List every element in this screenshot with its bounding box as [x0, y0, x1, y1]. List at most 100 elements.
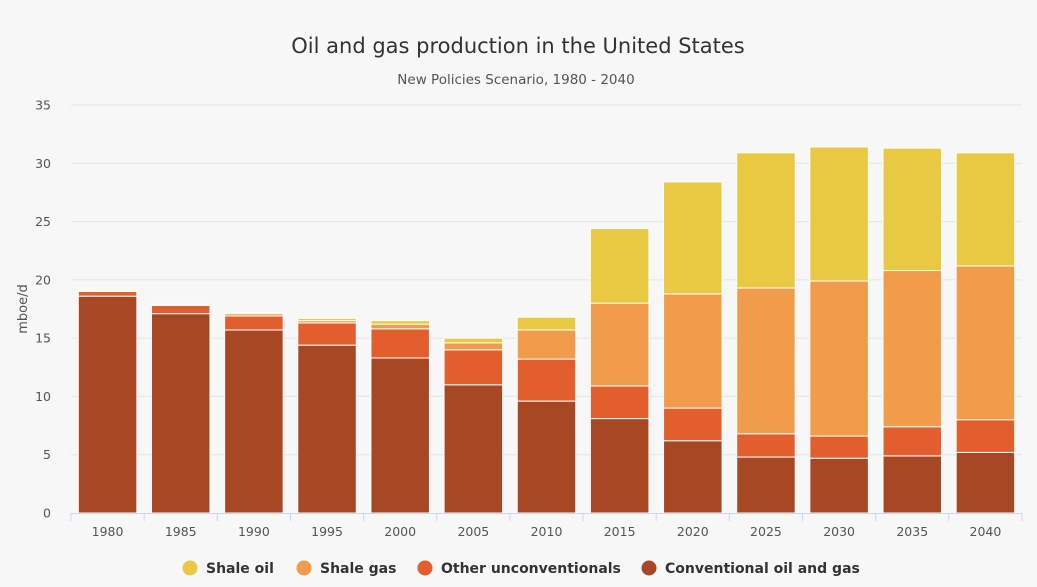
legend-label: Conventional oil and gas	[665, 561, 860, 577]
bar-segment[interactable]	[955, 152, 1016, 267]
bar-group-1985	[150, 302, 211, 514]
bar-segment[interactable]	[809, 280, 869, 437]
legend-swatch	[182, 560, 198, 576]
bar-segment[interactable]	[443, 342, 504, 351]
bar-segment[interactable]	[77, 288, 138, 291]
x-tick-label: 1980	[92, 524, 124, 539]
bar-segment[interactable]	[882, 270, 943, 428]
bar-segment[interactable]	[589, 385, 650, 420]
legend-label: Shale gas	[320, 561, 396, 577]
bar-segment[interactable]	[516, 358, 577, 402]
bar-segment[interactable]	[370, 357, 430, 514]
legend-item[interactable]: Other unconventionals	[417, 560, 621, 578]
legend[interactable]: Shale oil Shale gas Other unconventionals C…	[182, 560, 860, 578]
bar-segment[interactable]	[663, 407, 723, 442]
y-tick-label: 15	[35, 331, 51, 346]
bar-group-2025	[736, 152, 796, 514]
bar-segment[interactable]	[589, 302, 650, 387]
bar-segment[interactable]	[516, 400, 577, 514]
x-tick-label: 1995	[311, 524, 343, 539]
chart-subtitle: New Policies Scenario, 1980 - 2040	[397, 72, 634, 88]
bar-segment[interactable]	[224, 329, 284, 514]
y-tick-label: 5	[43, 447, 51, 462]
bar-group-1980	[77, 288, 138, 514]
bar-group-2000	[370, 320, 430, 514]
x-tick-label: 2030	[823, 524, 855, 539]
bar-group-1990	[224, 311, 284, 514]
bar-segment[interactable]	[443, 349, 504, 386]
y-tick-label: 0	[43, 506, 51, 521]
bar-group-2015	[589, 228, 650, 514]
bar-segment[interactable]	[224, 311, 284, 315]
bar-group-2040	[955, 152, 1016, 514]
bar-segment[interactable]	[589, 228, 650, 304]
bar-segment[interactable]	[589, 418, 650, 514]
bar-segment[interactable]	[882, 455, 943, 514]
x-axis	[70, 513, 1023, 521]
legend-item[interactable]: Conventional oil and gas	[641, 560, 860, 578]
y-tick-label: 20	[35, 272, 51, 287]
x-tick-label: 2005	[457, 524, 489, 539]
bar-segment[interactable]	[809, 435, 869, 459]
bar-group-2005	[443, 337, 504, 514]
x-tick-label: 2010	[531, 524, 563, 539]
legend-swatch	[296, 560, 312, 576]
legend-item[interactable]: Shale gas	[296, 560, 397, 578]
y-tick-label: 30	[35, 156, 51, 171]
bar-segment[interactable]	[443, 384, 504, 514]
bar-segment[interactable]	[150, 305, 211, 315]
bar-segment[interactable]	[882, 147, 943, 272]
bar-group-2010	[516, 316, 577, 514]
bar-segment[interactable]	[224, 315, 284, 331]
bar-segment[interactable]	[77, 291, 138, 297]
bar-segment[interactable]	[516, 316, 577, 331]
x-axis-ticks: 1980 1985 1990 1995 2000 2005 2010 2015 2020 2025…	[92, 524, 1002, 539]
y-tick-label: 25	[35, 214, 51, 229]
bar-segment[interactable]	[955, 419, 1016, 453]
x-tick-label: 2015	[604, 524, 636, 539]
bar-segment[interactable]	[736, 152, 796, 289]
bar-segment[interactable]	[955, 451, 1016, 514]
bar-segment[interactable]	[736, 433, 796, 458]
legend-label: Shale oil	[206, 561, 274, 577]
x-tick-label: 1990	[238, 524, 270, 539]
bar-segment[interactable]	[809, 146, 869, 282]
bar-segment[interactable]	[809, 457, 869, 514]
bar-segment[interactable]	[736, 287, 796, 435]
chart-title: Oil and gas production in the United Sta…	[291, 34, 744, 58]
y-tick-label: 35	[35, 98, 51, 113]
bar-segment[interactable]	[663, 440, 723, 514]
x-tick-label: 1985	[165, 524, 197, 539]
bar-group-1995	[297, 317, 357, 514]
bar-segment[interactable]	[150, 313, 211, 514]
y-axis-title: mboe/d	[16, 284, 31, 334]
legend-label: Other unconventionals	[441, 561, 621, 577]
legend-item[interactable]: Shale oil	[182, 560, 274, 578]
bar-segment[interactable]	[370, 323, 430, 330]
bar-segment[interactable]	[77, 295, 138, 514]
bar-segment[interactable]	[150, 302, 211, 305]
bar-segment[interactable]	[663, 181, 723, 295]
legend-swatch	[641, 560, 657, 576]
bar-segment[interactable]	[443, 337, 504, 344]
bar-segment[interactable]	[955, 265, 1016, 421]
x-tick-label: 2000	[384, 524, 416, 539]
bar-segment[interactable]	[736, 456, 796, 514]
bar-segment[interactable]	[882, 426, 943, 457]
bar-group-2030	[809, 146, 869, 514]
bar-segment[interactable]	[516, 329, 577, 360]
bar-segment[interactable]	[663, 293, 723, 409]
bars	[77, 146, 1016, 514]
y-tick-label: 10	[35, 389, 51, 404]
x-tick-label: 2025	[750, 524, 782, 539]
x-tick-label: 2020	[677, 524, 709, 539]
bar-segment[interactable]	[370, 320, 430, 325]
bar-segment[interactable]	[297, 322, 357, 346]
bar-segment[interactable]	[297, 317, 357, 322]
bar-segment[interactable]	[370, 328, 430, 359]
bar-segment[interactable]	[297, 344, 357, 514]
x-tick-label: 2040	[970, 524, 1002, 539]
y-axis-ticks: 0 5 10 15 20 25 30 35	[35, 98, 51, 521]
